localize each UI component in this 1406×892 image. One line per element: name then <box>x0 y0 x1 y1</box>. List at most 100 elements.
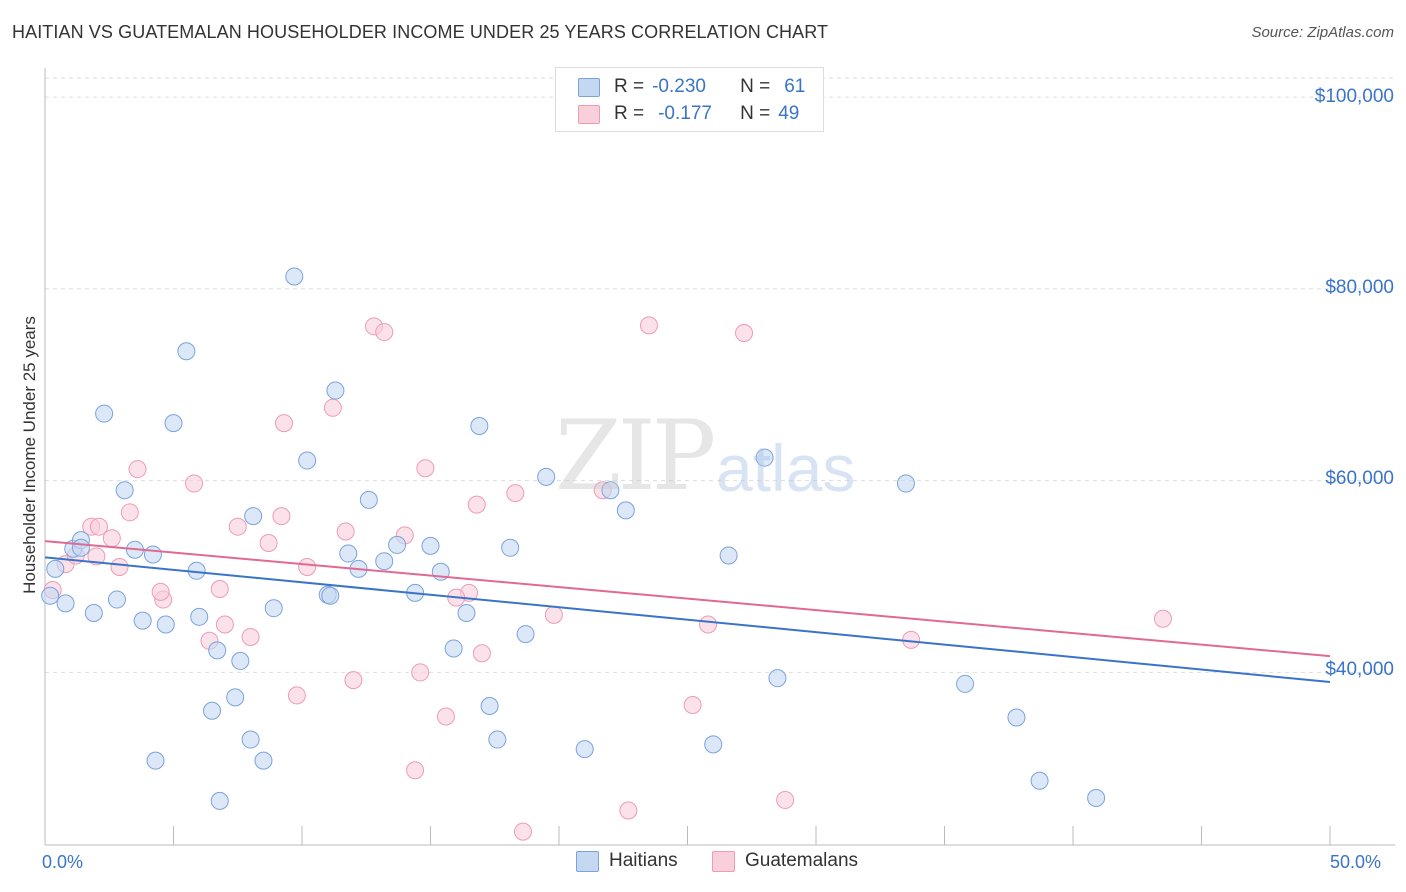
guatemalan-point <box>416 459 435 478</box>
guatemalans-swatch-icon <box>578 104 600 124</box>
guatemalan-point <box>89 517 108 536</box>
haitian-point <box>421 536 440 555</box>
guatemalan-point <box>639 316 658 335</box>
legend-row-haitians: R = -0.230 N = 61 <box>578 76 805 98</box>
haitian-point <box>244 507 263 526</box>
haitians-swatch-icon <box>578 77 600 97</box>
haitians-points <box>41 267 1106 810</box>
haitian-point <box>388 535 407 554</box>
guatemalan-point <box>323 398 342 417</box>
guatemalan-point <box>375 323 394 342</box>
haitian-point <box>56 594 75 613</box>
guatemalan-point <box>336 522 355 541</box>
haitian-point <box>177 342 196 361</box>
guatemalan-point <box>215 615 234 634</box>
guatemalan-point <box>411 663 430 682</box>
haitian-point <box>41 586 60 605</box>
guatemalan-point <box>472 644 491 663</box>
haitian-point <box>575 740 594 759</box>
axes <box>44 68 1395 846</box>
haitian-point <box>95 404 114 423</box>
n-label: N = <box>740 103 771 124</box>
guatemalan-point <box>185 474 204 493</box>
haitian-point <box>298 451 317 470</box>
guatemalan-point <box>436 707 455 726</box>
haitian-point <box>241 730 260 749</box>
guatemalan-point <box>110 557 129 576</box>
guatemalan-point <box>514 822 533 841</box>
haitian-point <box>896 474 915 493</box>
haitian-point <box>480 696 499 715</box>
r-value: -0.177 <box>658 103 712 124</box>
guatemalan-point <box>344 671 363 690</box>
haitian-point <box>537 467 556 486</box>
haitian-point <box>339 544 358 563</box>
haitian-point <box>146 751 165 770</box>
guatemalan-point <box>120 503 139 522</box>
n-label: N = <box>740 76 771 97</box>
x-tick-label: 0.0% <box>42 852 84 872</box>
y-tick-label: $60,000 <box>1325 468 1394 489</box>
guatemalan-point <box>406 761 425 780</box>
haitian-point <box>1007 708 1026 727</box>
haitian-point <box>768 669 787 688</box>
guatemalan-point <box>228 517 247 536</box>
guatemalan-point <box>1153 609 1172 628</box>
haitian-point <box>719 546 738 565</box>
guatemalan-point <box>151 582 170 601</box>
n-value: 61 <box>784 76 806 97</box>
haitian-point <box>704 735 723 754</box>
haitian-point <box>457 603 476 622</box>
haitian-point <box>115 481 134 500</box>
haitian-point <box>164 414 183 433</box>
legend-haitians[interactable]: Haitians <box>576 850 678 872</box>
haitian-point <box>143 545 162 564</box>
haitian-point <box>1087 789 1106 808</box>
haitian-point <box>133 611 152 630</box>
haitians-trend-line <box>44 556 1331 684</box>
guatemalan-point <box>128 460 147 479</box>
haitian-point <box>359 490 378 509</box>
haitian-point <box>601 481 620 500</box>
guatemalan-point <box>102 529 121 548</box>
haitian-point <box>264 599 283 618</box>
n-value: 49 <box>778 103 800 124</box>
legend-guatemalans[interactable]: Guatemalans <box>712 850 858 872</box>
gridlines <box>45 77 1395 673</box>
guatemalan-point <box>287 686 306 705</box>
haitian-point <box>755 448 774 467</box>
haitian-point <box>285 267 304 286</box>
guatemalan-point <box>735 324 754 343</box>
haitians-legend-swatch-icon <box>576 850 599 872</box>
haitian-point <box>84 603 103 622</box>
guatemalan-point <box>619 801 638 820</box>
haitian-point <box>71 538 90 557</box>
r-value: -0.230 <box>652 76 706 97</box>
y-axis-label: Householder Income Under 25 years <box>20 316 39 594</box>
guatemalan-point <box>241 627 260 646</box>
guatemalans-trend-line <box>44 540 1331 658</box>
legend-haitians-label: Haitians <box>609 850 678 871</box>
haitian-point <box>231 651 250 670</box>
haitian-point <box>1030 771 1049 790</box>
legend-row-guatemalans: R = -0.177 N = 49 <box>578 103 799 125</box>
haitian-point <box>208 641 227 660</box>
x-tick-label: 50.0% <box>1330 852 1382 872</box>
haitian-point <box>210 791 229 810</box>
haitian-point <box>107 590 126 609</box>
haitian-point <box>321 586 340 605</box>
haitian-point <box>326 381 345 400</box>
y-tick-label: $100,000 <box>1314 86 1394 107</box>
y-tick-label: $40,000 <box>1325 659 1394 680</box>
guatemalans-points <box>43 316 1172 841</box>
source-label: Source: ZipAtlas.com <box>1251 24 1394 41</box>
haitian-point <box>375 552 394 571</box>
watermark-zip: ZIP <box>555 400 716 512</box>
haitian-point <box>501 538 520 557</box>
guatemalan-point <box>506 484 525 503</box>
haitian-point <box>488 730 507 749</box>
r-label: R = <box>614 76 645 97</box>
guatemalan-point <box>275 414 294 433</box>
guatemalan-point <box>467 495 486 514</box>
